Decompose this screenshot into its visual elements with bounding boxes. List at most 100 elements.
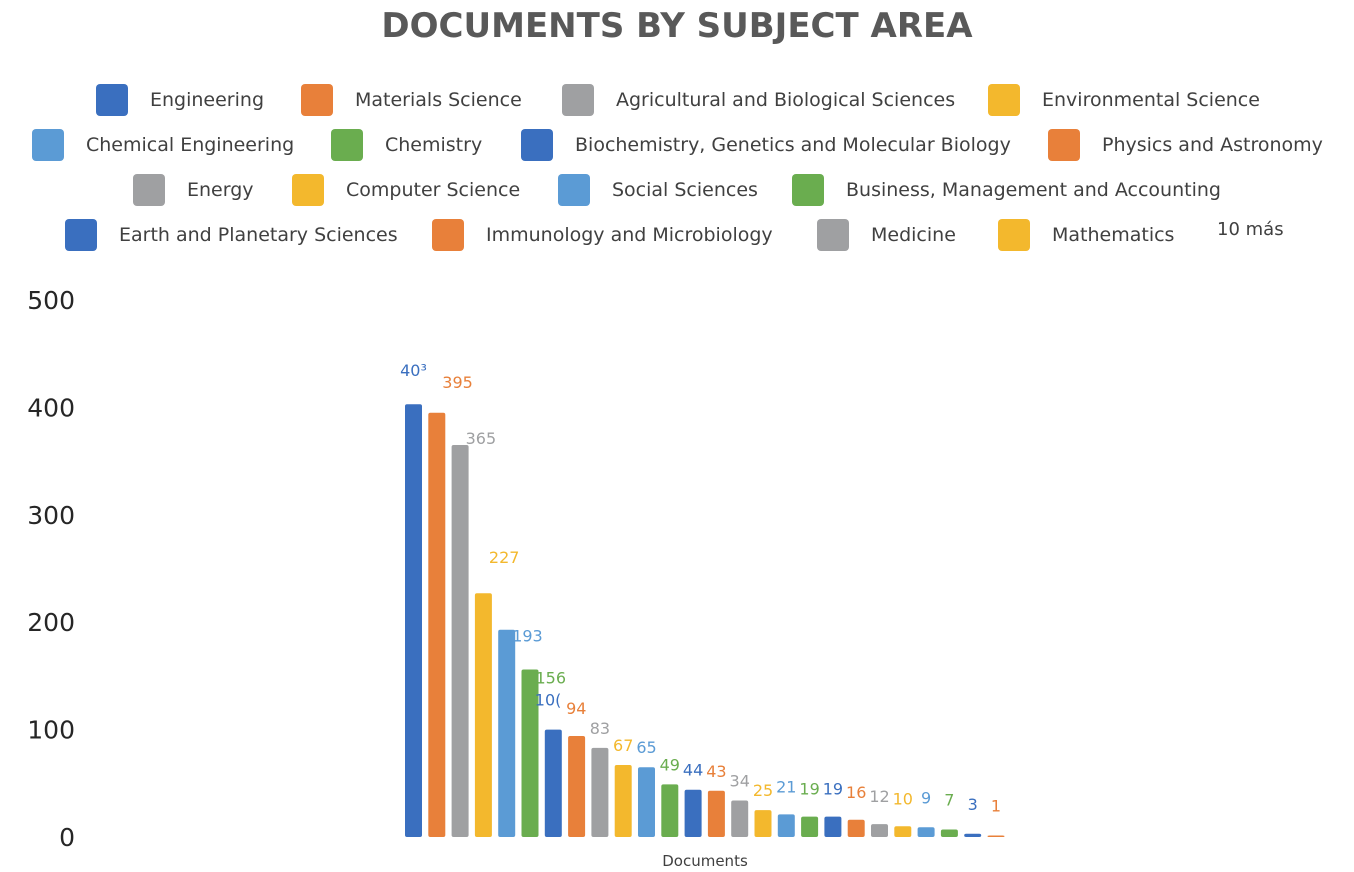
bar[interactable] <box>614 765 632 837</box>
legend-item-social-sciences[interactable]: Social Sciences <box>558 172 758 208</box>
legend-label: Medicine <box>871 224 956 246</box>
bar[interactable] <box>731 800 749 838</box>
legend-swatch <box>432 219 464 251</box>
legend-more-link[interactable]: 10 más <box>1217 219 1284 240</box>
data-label: 7 <box>944 791 954 810</box>
legend-label: Materials Science <box>355 89 522 111</box>
legend-label: Computer Science <box>346 179 521 201</box>
legend-item-engineering[interactable]: Engineering <box>96 82 264 118</box>
legend-swatch <box>998 219 1030 251</box>
legend-swatch <box>65 219 97 251</box>
y-tick-label: 300 <box>27 501 75 530</box>
data-label: 83 <box>590 719 610 738</box>
bar[interactable] <box>638 767 655 837</box>
y-tick-label: 0 <box>59 823 75 852</box>
legend-swatch <box>1048 129 1080 161</box>
legend-item-materials-science[interactable]: Materials Science <box>301 82 522 118</box>
bar[interactable] <box>521 669 539 838</box>
bar[interactable] <box>894 826 912 837</box>
data-label: 19 <box>823 780 843 799</box>
legend-item-energy[interactable]: Energy <box>133 172 254 208</box>
bar[interactable] <box>824 816 842 837</box>
bar[interactable] <box>405 404 422 837</box>
data-label: 19 <box>799 780 819 799</box>
legend-swatch <box>301 84 333 116</box>
legend-label: Biochemistry, Genetics and Molecular Bio… <box>575 134 1011 156</box>
legend-item-immunology-microbiology[interactable]: Immunology and Microbiology <box>432 217 773 253</box>
legend-swatch <box>558 174 590 206</box>
y-tick-label: 100 <box>27 716 75 745</box>
legend-swatch <box>292 174 324 206</box>
data-label: 67 <box>613 736 633 755</box>
data-label: 65 <box>636 738 656 757</box>
legend-swatch <box>331 129 363 161</box>
bar[interactable] <box>754 810 772 837</box>
bar[interactable] <box>917 827 935 837</box>
data-label: 193 <box>512 627 543 646</box>
y-tick-label: 200 <box>27 608 75 637</box>
legend-label: Agricultural and Biological Sciences <box>616 89 956 111</box>
legend-item-environmental-science[interactable]: Environmental Science <box>988 82 1260 118</box>
bar[interactable] <box>801 816 819 837</box>
legend-item-computer-science[interactable]: Computer Science <box>292 172 520 208</box>
legend-swatch <box>988 84 1020 116</box>
legend-item-business-management[interactable]: Business, Management and Accounting <box>792 172 1221 208</box>
data-label: 40³ <box>400 361 427 380</box>
data-label: 12 <box>869 787 889 806</box>
legend-swatch <box>817 219 849 251</box>
legend-swatch <box>133 174 165 206</box>
legend-swatch <box>521 129 553 161</box>
bar[interactable] <box>684 789 702 837</box>
bar[interactable] <box>451 445 469 837</box>
legend-row: Earth and Planetary Sciences Immunology … <box>0 217 1354 253</box>
legend-row: Energy Computer Science Social Sciences … <box>0 172 1354 208</box>
legend-item-chemistry[interactable]: Chemistry <box>331 127 482 163</box>
bar[interactable] <box>847 819 865 837</box>
bar[interactable] <box>777 814 795 837</box>
bar[interactable] <box>707 790 725 837</box>
legend-swatch <box>792 174 824 206</box>
chart-title: DOCUMENTS BY SUBJECT AREA <box>381 6 973 46</box>
data-label: 3 <box>968 795 978 814</box>
data-label: 9 <box>921 788 931 807</box>
legend-label: Business, Management and Accounting <box>846 179 1221 201</box>
legend-label: Engineering <box>150 89 264 111</box>
bar[interactable] <box>661 784 679 837</box>
y-tick-label: 400 <box>27 393 75 422</box>
data-label: 21 <box>776 777 796 796</box>
bar[interactable] <box>498 629 516 837</box>
data-label: 365 <box>466 429 497 448</box>
legend-item-physics-astronomy[interactable]: Physics and Astronomy <box>1048 127 1323 163</box>
bar[interactable] <box>428 412 446 837</box>
bar[interactable] <box>987 835 1005 838</box>
bar[interactable] <box>940 829 958 838</box>
bar-group <box>405 404 1005 837</box>
bar[interactable] <box>964 833 982 837</box>
legend-item-mathematics[interactable]: Mathematics <box>998 217 1174 253</box>
data-label: 10( <box>535 691 562 710</box>
legend-item-earth-planetary[interactable]: Earth and Planetary Sciences <box>65 217 398 253</box>
legend-item-agricultural-biological-sciences[interactable]: Agricultural and Biological Sciences <box>562 82 955 118</box>
bar[interactable] <box>871 824 888 837</box>
bar[interactable] <box>568 736 586 837</box>
data-label: 395 <box>442 373 473 392</box>
bar[interactable] <box>591 747 609 837</box>
legend-item-biochemistry-genetics[interactable]: Biochemistry, Genetics and Molecular Bio… <box>521 127 1011 163</box>
bar[interactable] <box>544 729 562 837</box>
data-label: 1 <box>991 797 1001 816</box>
legend-swatch <box>562 84 594 116</box>
legend-label: Social Sciences <box>612 179 758 201</box>
bar[interactable] <box>474 593 492 837</box>
legend-item-chemical-engineering[interactable]: Chemical Engineering <box>32 127 294 163</box>
legend-item-medicine[interactable]: Medicine <box>817 217 956 253</box>
y-tick-label: 500 <box>27 286 75 315</box>
legend-label: Mathematics <box>1052 224 1175 246</box>
data-label: 94 <box>566 699 586 718</box>
data-label: 25 <box>753 781 773 800</box>
legend-label: Chemistry <box>385 134 483 156</box>
legend-label: Energy <box>187 179 254 201</box>
y-axis: 0 100 200 300 400 500 <box>27 286 75 852</box>
data-label: 10 <box>893 789 913 808</box>
legend-label: Immunology and Microbiology <box>486 224 773 246</box>
